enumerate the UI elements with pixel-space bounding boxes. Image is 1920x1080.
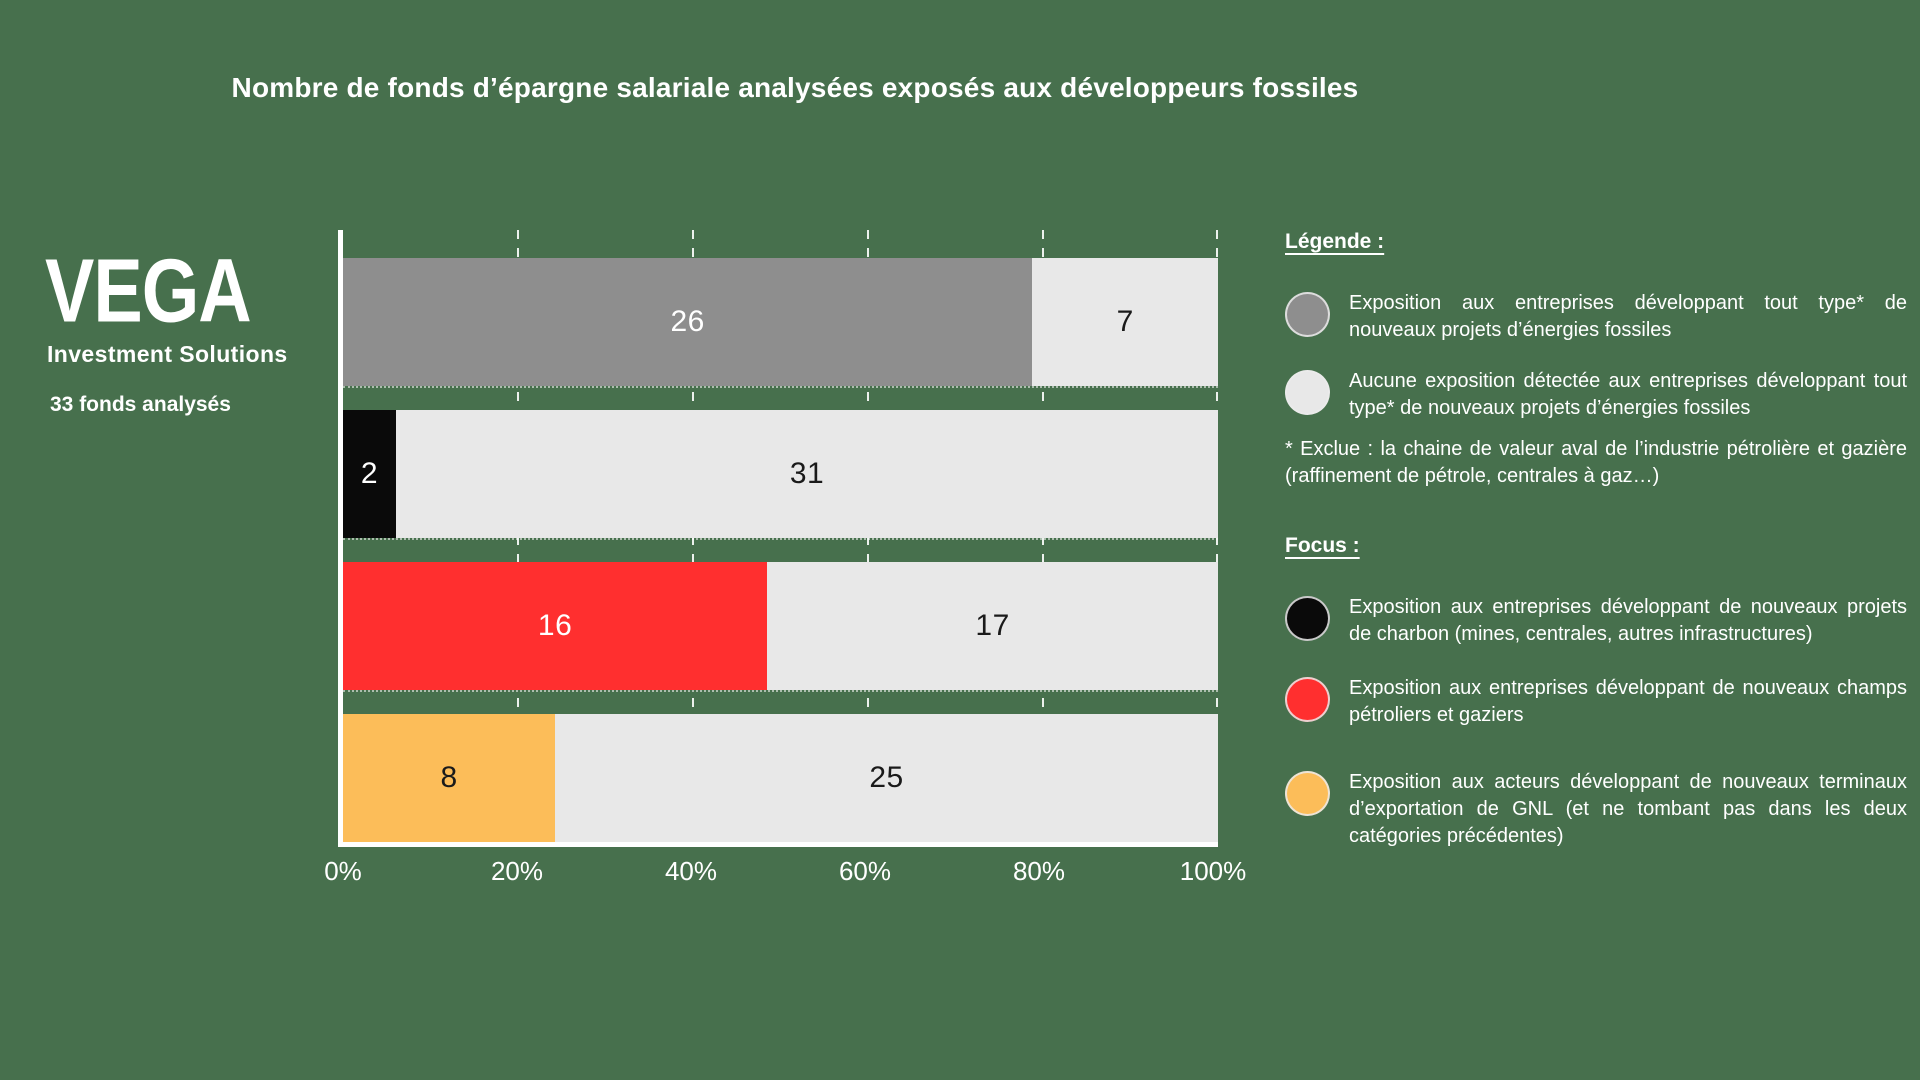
bar-segment-remainder-tout-type: 7 <box>1032 258 1218 386</box>
focus-items: Exposition aux entreprises développant d… <box>1285 594 1907 850</box>
legend-item-expo-tout-type: Exposition aux entreprises développant t… <box>1285 290 1907 344</box>
legend-item-focus-petrole: Exposition aux entreprises développant d… <box>1285 675 1907 729</box>
legend-item-focus-charbon: Exposition aux entreprises développant d… <box>1285 594 1907 648</box>
legend-swatch-circle-aucune-expo <box>1285 370 1330 415</box>
focus-heading: Focus : <box>1285 534 1360 557</box>
bars: 26 7 2 31 16 17 8 25 <box>343 230 1218 844</box>
x-tick-label-0: 0% <box>324 856 362 886</box>
bar-segment-exposed-charbon: 2 <box>343 410 397 538</box>
vega-logo: VEGA <box>45 239 252 342</box>
legend-item-text-aucune-expo: Aucune exposition détectée aux entrepris… <box>1349 370 1907 419</box>
x-tick-label-60: 60% <box>838 856 892 886</box>
x-tick-label-80: 80% <box>1012 856 1066 886</box>
x-tick-label-100: 100% <box>1179 856 1247 886</box>
legend-swatch-circle-focus-charbon <box>1285 596 1330 641</box>
x-tick-label-40: 40% <box>664 856 718 886</box>
bar-segment-exposed-tout-type: 26 <box>343 258 1033 386</box>
legend-item-text-focus-petrole: Exposition aux entreprises développant d… <box>1349 677 1907 726</box>
funds-analyzed-caption: 33 fonds analysés <box>50 393 231 416</box>
vega-logo-subtitle: Investment Solutions <box>47 341 288 367</box>
bar-segment-remainder-charbon: 31 <box>396 410 1218 538</box>
legend-panel: Légende : Exposition aux entreprises dév… <box>1285 230 1907 850</box>
page-title: Nombre de fonds d’épargne salariale anal… <box>231 72 1359 103</box>
x-tick-label-20: 20% <box>490 856 544 886</box>
bar-segment-remainder-petrole-gaz: 17 <box>767 562 1218 690</box>
bar-segment-exposed-gnl: 8 <box>343 714 556 842</box>
bar-row-gnl: 8 25 <box>343 714 1218 844</box>
bar-segment-exposed-petrole-gaz: 16 <box>343 562 768 690</box>
bar-row-tout-type: 26 7 <box>343 258 1218 388</box>
bar-chart-plot-area: 26 7 2 31 16 17 8 25 <box>338 230 1218 847</box>
x-axis-tick-labels: 0% 20% 40% 60% 80% 100% <box>324 856 1246 890</box>
legend-item-focus-gnl: Exposition aux acteurs développant de no… <box>1285 769 1907 850</box>
legend-item-text-focus-charbon: Exposition aux entreprises développant d… <box>1349 596 1907 645</box>
legend-items: Exposition aux entreprises développant t… <box>1285 290 1907 422</box>
legend-item-text-expo-tout-type: Exposition aux entreprises développant t… <box>1349 292 1907 341</box>
legend-item-text-focus-gnl: Exposition aux acteurs développant de no… <box>1349 771 1907 847</box>
bar-row-charbon: 2 31 <box>343 410 1218 540</box>
legend-swatch-circle-expo-tout-type <box>1285 292 1330 337</box>
bar-segment-remainder-gnl: 25 <box>555 714 1218 842</box>
legend-item-aucune-expo: Aucune exposition détectée aux entrepris… <box>1285 368 1907 422</box>
legend-swatch-circle-focus-gnl <box>1285 771 1330 816</box>
legend-swatch-circle-focus-petrole <box>1285 677 1330 722</box>
legend-heading: Légende : <box>1285 230 1385 253</box>
legend-footnote: * Exclue : la chaine de valeur aval de l… <box>1285 438 1907 487</box>
bar-row-petrole-gaz: 16 17 <box>343 562 1218 692</box>
